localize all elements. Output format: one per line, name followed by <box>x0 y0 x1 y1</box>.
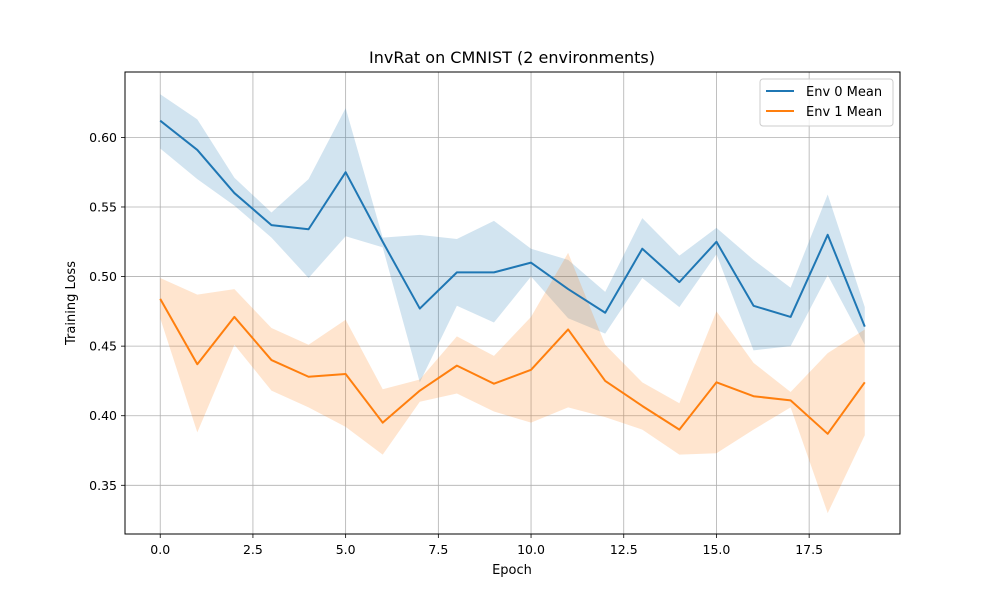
series-line-env0 <box>159 119 866 328</box>
x-tick-label: 17.5 <box>795 542 823 557</box>
x-axis-ticks: 0.0 2.5 5.0 7.5 10.0 12.5 15.0 17.5 <box>150 534 823 557</box>
y-tick-label: 0.45 <box>89 339 117 354</box>
series-lines <box>159 119 866 435</box>
legend: Env 0 Mean Env 1 Mean <box>759 78 894 127</box>
x-tick-label: 2.5 <box>243 542 263 557</box>
x-tick-label: 10.0 <box>517 542 545 557</box>
y-tick-label: 0.50 <box>89 269 117 284</box>
band-env0 <box>160 94 865 383</box>
y-axis-label: Training Loss <box>64 261 79 346</box>
plot-frame <box>124 71 901 535</box>
y-tick-label: 0.55 <box>89 199 117 214</box>
legend-label-env1: Env 1 Mean <box>806 105 882 120</box>
chart-title: InvRat on CMNIST (2 environments) <box>369 48 655 67</box>
series-line-env1 <box>159 298 866 435</box>
plot-area <box>125 72 900 534</box>
y-tick-label: 0.40 <box>89 408 117 423</box>
legend-label-env0: Env 0 Mean <box>806 85 882 100</box>
grid-lines <box>125 72 900 534</box>
y-tick-label: 0.35 <box>89 478 117 493</box>
x-tick-label: 5.0 <box>336 542 356 557</box>
y-tick-label: 0.60 <box>89 130 117 145</box>
x-axis-label: Epoch <box>492 563 532 578</box>
x-tick-label: 15.0 <box>703 542 731 557</box>
y-axis-ticks: 0.35 0.40 0.45 0.50 0.55 0.60 <box>89 130 125 493</box>
x-tick-label: 0.0 <box>150 542 170 557</box>
band-env1 <box>160 252 865 514</box>
x-tick-label: 12.5 <box>610 542 638 557</box>
confidence-bands <box>160 94 865 514</box>
x-tick-label: 7.5 <box>428 542 448 557</box>
